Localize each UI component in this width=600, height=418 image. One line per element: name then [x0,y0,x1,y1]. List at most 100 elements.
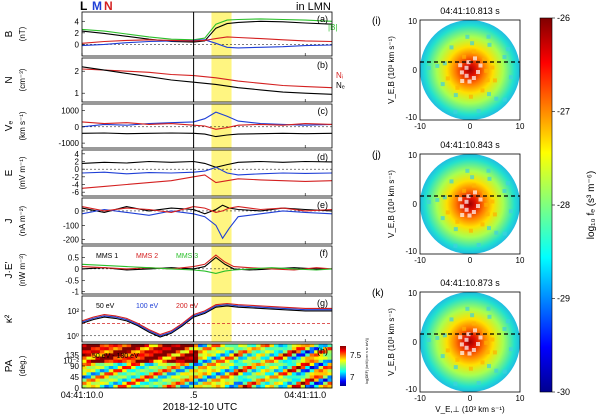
spectrogram-cell [104,350,110,354]
vdf-pixel [440,216,445,221]
spectrogram-cell [99,378,105,383]
spectrogram-cell [296,344,302,348]
spectrogram-cell [265,359,270,364]
spectrogram-cell [224,356,230,361]
spectrogram-cell [233,384,239,389]
spectrogram-cell [220,353,226,357]
spectrogram-cell [238,356,244,361]
x-axis-title: 2018-12-10 UTC [163,402,237,413]
vdf-pixel [460,351,465,355]
vdf-pixel [484,202,489,207]
spectrogram-cell [126,375,132,379]
spectrogram-cell [90,350,96,354]
vdf-pixel [442,61,447,66]
spectrogram-cell [327,372,333,376]
panel-f: MMS 1 MMS 2 MMS 3 0.5 0 -0.5 -1 J·E' (nW m⁻³) (f) [4,245,333,297]
y-axis-label: E [4,169,15,176]
vdf-pixel [508,347,513,352]
spectrogram-cell [233,353,239,357]
spectrogram-cell [189,347,195,351]
spectrogram-cell [171,366,177,370]
spectrogram-cell [251,350,257,354]
spectrogram-cell [247,381,253,386]
spectrogram-cell [122,356,128,361]
panel-letter: (h) [317,346,328,356]
spectrogram-cell [256,375,261,379]
vdf-pixel [464,199,469,204]
series-line-g-0 [81,305,332,338]
spectrogram-cell [131,375,136,379]
vdf-pixel [466,194,471,199]
spectrogram-cell [233,356,239,361]
vdf-pixel [466,60,471,65]
spectrogram-cell [229,381,235,386]
spectrogram-cell [287,350,293,354]
spectrogram-cell [211,359,217,364]
vdf-pixel [508,75,513,80]
spectrogram-cell [198,353,203,357]
spectrogram-cell [148,369,154,373]
spectrogram-cell [193,350,199,354]
spectrogram-cell [198,359,203,364]
spectrogram-cell [171,344,177,348]
spectrogram-cell [140,369,145,373]
spectrogram-cell [300,369,306,373]
vdf-pixel [462,326,467,331]
vdf-y-tick-label: 10 [408,17,417,26]
vdf-frame [419,153,521,255]
spectrogram-cell [265,375,270,379]
spectrogram-cell [86,356,92,361]
spectrogram-cell [117,375,123,379]
spectrogram-cell [99,353,105,357]
y-tick-label: -0.5 [65,276,79,285]
spectrogram-cell [220,375,226,379]
spectrogram-cell [184,381,190,386]
spectrogram-cell [229,369,235,373]
spectrogram-cell [269,350,275,354]
spectrogram-cell [314,384,320,389]
spectrogram-cell [309,356,315,361]
spectrogram-cell [242,362,248,367]
spectrogram-cell [157,369,163,373]
spectrogram-cell [282,359,288,364]
time-axis: 04:41:10.0 .5 04:41:11.0 [61,390,326,400]
spectrogram-cell [220,362,226,367]
spectrogram-cell [314,353,320,357]
spectrogram-cell [327,369,333,373]
spectrogram-cell [95,356,101,361]
spectrogram-cell [211,353,217,357]
spectrogram-cell [229,353,235,357]
spectrogram-cell [211,347,217,351]
spectrogram-cell [305,369,311,373]
spectrogram-cell [122,362,128,367]
spectrogram-cell [126,381,132,386]
vdf-pixel [459,342,464,347]
spectrogram-cell [117,344,123,348]
spectrogram-cell [193,375,199,379]
spectrogram-cell [166,366,172,370]
spectrogram-cell [260,350,266,354]
spectrogram-cell [300,344,306,348]
spectrogram-cell [135,362,141,367]
spectrogram-cell [215,344,221,348]
vdf-pixel [487,364,491,369]
y-tick-label: -4 [72,181,80,190]
spectrogram-cell [251,347,257,351]
spectrogram-cell [207,359,212,364]
vdf-pixel [482,57,487,62]
spectrogram-cell [215,378,221,383]
spectrogram-cell [166,369,172,373]
spectrogram-cell [153,381,159,386]
spectrogram-cell [202,350,208,354]
spectrogram-cell [108,356,114,361]
spectrogram-cell [95,378,101,383]
spectrogram-cell [189,362,195,367]
spectrogram-cell [144,350,150,354]
vdf-pixel [476,243,481,247]
spectrogram-cell [113,372,119,376]
spectrogram-energy-annotation: 50 eV - 130 eV [92,353,139,360]
spectrogram-cell [113,356,119,361]
spectrogram-cell [90,369,96,373]
spectrogram-cell [175,369,181,373]
spectrogram-cell [202,381,208,386]
